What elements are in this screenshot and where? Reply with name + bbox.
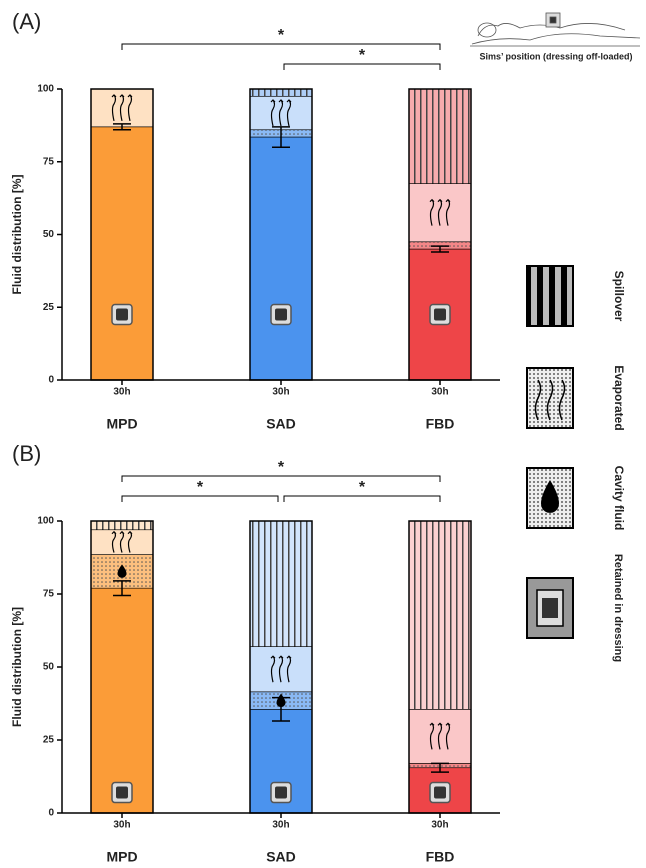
x-tick-label: 30h — [113, 387, 130, 398]
evaporation-icon — [278, 655, 284, 683]
bar-segment — [408, 709, 472, 764]
y-tick-label: 75 — [43, 156, 55, 167]
significance-bracket — [121, 475, 441, 482]
significance-label: * — [278, 27, 285, 44]
evaporation-icon — [429, 722, 435, 750]
legend-label: Spillover — [612, 271, 626, 322]
y-tick-label: 0 — [48, 808, 54, 819]
bar-segment — [408, 520, 472, 710]
legend: Spillover Evaporated Cavity fluid Retain… — [526, 265, 626, 662]
panel-label: (B) — [12, 441, 41, 466]
group-label: SAD — [266, 849, 296, 865]
evaporation-icon — [437, 198, 443, 226]
x-tick-label: 30h — [431, 820, 448, 831]
legend-swatch — [526, 577, 574, 639]
error-bar — [113, 580, 131, 597]
group-label: FBD — [426, 849, 455, 865]
evaporation-icon — [286, 655, 292, 683]
cavity-icon — [117, 564, 127, 578]
dressing-icon — [434, 308, 446, 321]
legend-label: Retained in dressing — [612, 554, 624, 662]
significance-bracket — [121, 43, 441, 50]
panel-label: (A) — [12, 9, 41, 34]
evaporation-icon — [429, 198, 435, 226]
dressing-icon — [275, 786, 287, 799]
bar-segment — [249, 136, 313, 381]
figure-caption: Sims’ position (dressing off-loaded) — [479, 51, 632, 61]
bar-segment — [90, 520, 154, 531]
significance-bracket — [283, 495, 441, 502]
significance-label: * — [359, 47, 366, 64]
error-bar — [431, 762, 449, 773]
y-tick-label: 100 — [37, 84, 54, 95]
evaporation-icon — [445, 722, 451, 750]
significance-label: * — [278, 459, 285, 476]
evaporation-icon — [111, 94, 117, 122]
error-bar — [431, 245, 449, 253]
evaporation-icon — [286, 99, 292, 127]
dressing-icon — [116, 308, 128, 321]
significance-label: * — [359, 479, 366, 496]
evaporation-icon — [119, 530, 125, 553]
y-tick-label: 75 — [43, 589, 55, 600]
y-axis-label: Fluid distribution [%] — [10, 607, 24, 727]
evaporation-icon — [127, 94, 133, 122]
group-label: SAD — [266, 416, 296, 432]
bar-segment — [90, 587, 154, 814]
significance-bracket — [283, 63, 441, 70]
x-tick-label: 30h — [113, 820, 130, 831]
y-tick-label: 100 — [37, 516, 54, 527]
y-tick-label: 25 — [43, 735, 55, 746]
bar-segment — [90, 126, 154, 381]
legend-label: Cavity fluid — [612, 466, 626, 531]
legend-swatch — [526, 265, 574, 327]
dressing-icon — [434, 786, 446, 799]
evaporation-icon — [111, 530, 117, 553]
x-tick-label: 30h — [431, 387, 448, 398]
legend-swatch — [526, 467, 574, 529]
bar-segment — [408, 183, 472, 243]
legend-swatch — [526, 367, 574, 429]
bar-segment — [249, 520, 313, 647]
error-bar — [272, 696, 290, 722]
y-axis-label: Fluid distribution [%] — [10, 175, 24, 295]
error-bar — [113, 123, 131, 131]
y-tick-label: 50 — [43, 229, 55, 240]
evaporation-icon — [445, 198, 451, 226]
group-label: MPD — [106, 416, 137, 432]
evaporation-icon — [270, 655, 276, 683]
significance-label: * — [197, 479, 204, 496]
evaporation-icon — [278, 99, 284, 127]
evaporation-icon — [127, 530, 133, 553]
legend-label: Evaporated — [612, 365, 626, 430]
group-label: MPD — [106, 849, 137, 865]
bar-segment — [249, 88, 313, 97]
evaporation-icon — [437, 722, 443, 750]
evaporation-icon — [119, 94, 125, 122]
group-label: FBD — [426, 416, 455, 432]
x-tick-label: 30h — [272, 820, 289, 831]
evaporation-icon — [270, 99, 276, 127]
bar-segment — [249, 646, 313, 693]
y-tick-label: 25 — [43, 302, 55, 313]
bar-segment — [408, 88, 472, 184]
y-tick-label: 0 — [48, 375, 54, 386]
y-tick-label: 50 — [43, 662, 55, 673]
dressing-icon — [116, 786, 128, 799]
error-bar — [272, 126, 290, 148]
significance-bracket — [121, 495, 279, 502]
dressing-icon — [275, 308, 287, 321]
sims-sketch — [470, 12, 641, 47]
x-tick-label: 30h — [272, 387, 289, 398]
